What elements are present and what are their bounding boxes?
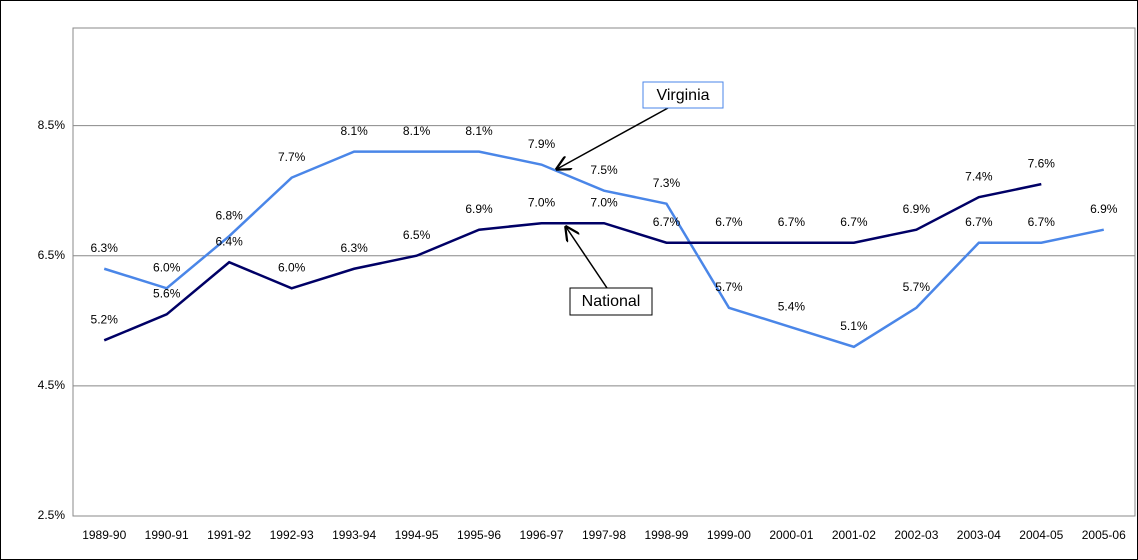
x-tick-label: 1996-97 — [520, 528, 564, 542]
data-label: 6.7% — [965, 215, 993, 229]
data-label: 6.7% — [715, 215, 743, 229]
arrow — [566, 227, 608, 289]
data-label: 6.7% — [1028, 215, 1056, 229]
data-label: 7.0% — [528, 195, 556, 209]
data-label: 6.8% — [215, 208, 243, 222]
x-tick-label: 2002-03 — [894, 528, 938, 542]
y-tick-label: 2.5% — [38, 508, 66, 522]
data-label: 5.6% — [153, 286, 181, 300]
data-label: 6.3% — [340, 241, 368, 255]
data-label: 6.9% — [465, 202, 493, 216]
arrow — [557, 107, 669, 169]
series-line — [103, 182, 1042, 342]
data-label: 6.7% — [653, 215, 681, 229]
data-label: 5.1% — [840, 319, 868, 333]
x-tick-label: 1992-93 — [270, 528, 314, 542]
x-tick-label: 2001-02 — [832, 528, 876, 542]
legend-box — [642, 81, 724, 109]
x-tick-label: 2003-04 — [957, 528, 1001, 542]
data-label: 7.6% — [1028, 156, 1056, 170]
data-label: 6.7% — [778, 215, 806, 229]
data-label: 8.1% — [465, 124, 493, 138]
x-tick-label: 1993-94 — [332, 528, 376, 542]
data-label: 7.5% — [590, 163, 618, 177]
x-tick-label: 1989-90 — [82, 528, 126, 542]
y-tick-label: 6.5% — [38, 248, 66, 262]
data-label: 6.3% — [91, 241, 119, 255]
data-label: 7.0% — [590, 195, 618, 209]
legend-box — [569, 287, 653, 316]
data-label: 7.7% — [278, 150, 306, 164]
legend-label: National — [582, 293, 641, 310]
data-label: 8.1% — [403, 124, 431, 138]
data-label: 7.4% — [965, 169, 993, 183]
y-tick-label: 4.5% — [38, 378, 66, 392]
data-label: 5.7% — [903, 280, 931, 294]
data-label: 6.4% — [215, 234, 243, 248]
x-tick-label: 1994-95 — [395, 528, 439, 542]
x-tick-label: 2005-06 — [1082, 528, 1126, 542]
x-tick-label: 1991-92 — [207, 528, 251, 542]
data-label: 8.1% — [340, 124, 368, 138]
x-tick-label: 1999-00 — [707, 528, 751, 542]
data-label: 5.7% — [715, 280, 743, 294]
x-tick-label: 1990-91 — [145, 528, 189, 542]
x-tick-label: 1997-98 — [582, 528, 626, 542]
y-tick-label: 8.5% — [38, 118, 66, 132]
data-label: 5.2% — [91, 312, 119, 326]
series-line — [103, 150, 1105, 349]
data-label: 5.4% — [778, 299, 806, 313]
data-label: 6.9% — [1090, 202, 1118, 216]
x-tick-label: 1995-96 — [457, 528, 501, 542]
data-label: 6.9% — [903, 202, 931, 216]
x-tick-label: 1998-99 — [644, 528, 688, 542]
data-label: 7.3% — [653, 176, 681, 190]
legend-label: Virginia — [656, 87, 709, 104]
data-label: 6.5% — [403, 228, 431, 242]
data-label: 7.9% — [528, 137, 556, 151]
data-label: 6.0% — [278, 260, 306, 274]
data-label: 6.0% — [153, 260, 181, 274]
x-tick-label: 2004-05 — [1019, 528, 1063, 542]
data-label: 6.7% — [840, 215, 868, 229]
x-tick-label: 2000-01 — [769, 528, 813, 542]
